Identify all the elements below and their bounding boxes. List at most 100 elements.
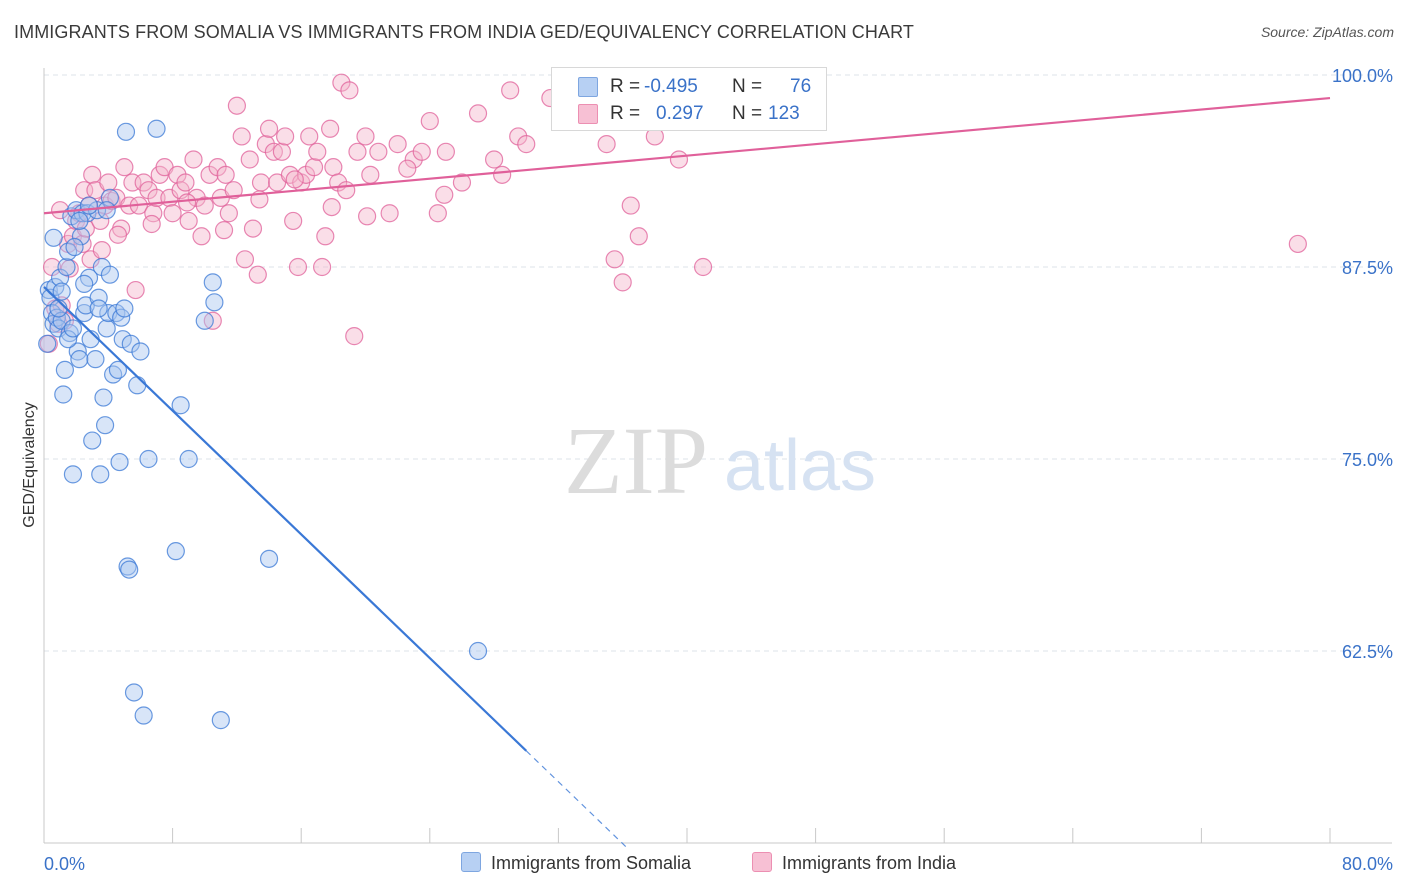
india-point bbox=[115, 158, 134, 177]
x-tick-label-max: 80.0% bbox=[1342, 854, 1393, 874]
somalia-point bbox=[134, 706, 153, 725]
india-point bbox=[285, 170, 304, 189]
somalia-point bbox=[70, 211, 89, 231]
india-point bbox=[452, 173, 472, 192]
somalia-point bbox=[75, 274, 94, 293]
somalia-trend-extension bbox=[525, 750, 630, 851]
somalia-r-value: -0.495 bbox=[644, 76, 698, 97]
n-label: N = bbox=[732, 76, 763, 97]
india-n-value: 123 bbox=[768, 103, 800, 124]
india-point bbox=[356, 127, 375, 146]
india-point bbox=[337, 181, 356, 200]
india-point bbox=[276, 127, 295, 146]
india-point bbox=[398, 159, 417, 178]
india-point bbox=[108, 225, 128, 244]
india-point bbox=[248, 265, 267, 284]
india-point bbox=[214, 221, 234, 240]
india-point bbox=[517, 135, 536, 154]
india-point bbox=[348, 142, 367, 161]
y-tick-label: 62.5% bbox=[1342, 642, 1393, 662]
somalia-point bbox=[118, 557, 137, 576]
india-point bbox=[224, 181, 243, 200]
india-point bbox=[288, 257, 308, 277]
somalia-point bbox=[166, 542, 185, 561]
india-point bbox=[345, 327, 364, 346]
y-tick-label: 87.5% bbox=[1342, 258, 1393, 278]
india-point bbox=[435, 185, 454, 204]
somalia-point bbox=[97, 319, 116, 338]
india-point bbox=[227, 96, 246, 115]
somalia-point bbox=[71, 227, 91, 246]
somalia-n-value: 76 bbox=[790, 76, 812, 97]
somalia-point bbox=[139, 449, 158, 469]
somalia-point bbox=[195, 311, 214, 330]
somalia-point bbox=[131, 342, 150, 361]
somalia-point bbox=[124, 683, 144, 702]
somalia-point bbox=[83, 431, 102, 450]
india-point bbox=[412, 142, 431, 161]
india-point bbox=[485, 150, 504, 169]
india-point bbox=[259, 119, 279, 138]
somalia-point bbox=[121, 334, 140, 353]
watermark-zip: ZIP bbox=[564, 407, 708, 514]
watermark: ZIP atlas bbox=[564, 407, 876, 514]
somalia-point bbox=[68, 342, 87, 361]
india-point bbox=[669, 150, 689, 169]
india-point bbox=[83, 165, 102, 184]
india-point bbox=[312, 257, 332, 277]
somalia-point bbox=[79, 268, 99, 287]
somalia-point bbox=[63, 319, 83, 338]
india-legend-label: Immigrants from India bbox=[782, 853, 957, 873]
india-point bbox=[232, 127, 251, 146]
india-point bbox=[597, 135, 616, 154]
tick-labels: 62.5% 75.0% 87.5% 100.0% 0.0% 80.0% bbox=[44, 66, 1393, 874]
india-point bbox=[693, 257, 713, 277]
correlation-legend: R = -0.495 N = 76 R = 0.297 N = 123 bbox=[551, 67, 827, 131]
bottom-legend-somalia: Immigrants from Somalia bbox=[461, 852, 691, 874]
india-point bbox=[219, 204, 238, 223]
source-credit: Source: ZipAtlas.com bbox=[1260, 24, 1394, 40]
india-point bbox=[316, 227, 335, 246]
india-point bbox=[163, 204, 182, 223]
somalia-point bbox=[128, 376, 147, 395]
india-point bbox=[243, 219, 263, 238]
bottom-legend-india: Immigrants from India bbox=[752, 852, 956, 874]
india-trend-line bbox=[43, 96, 1331, 215]
somalia-point bbox=[50, 268, 70, 287]
somalia-point bbox=[94, 388, 113, 407]
india-point bbox=[428, 204, 447, 223]
somalia-point bbox=[55, 360, 74, 380]
somalia-point bbox=[86, 350, 105, 369]
somalia-point bbox=[116, 122, 136, 141]
india-point bbox=[235, 250, 255, 269]
somalia-swatch bbox=[578, 77, 598, 97]
india-point bbox=[102, 191, 121, 211]
somalia-point bbox=[54, 385, 73, 404]
somalia-point bbox=[115, 299, 134, 318]
somalia-trend-line bbox=[43, 286, 528, 752]
somalia-legend-swatch bbox=[461, 852, 481, 872]
somalia-point bbox=[38, 334, 57, 353]
india-point bbox=[605, 250, 624, 269]
india-swatch bbox=[578, 104, 598, 124]
india-point bbox=[177, 193, 197, 212]
somalia-point bbox=[44, 228, 63, 247]
india-point bbox=[369, 142, 388, 161]
watermark-atlas: atlas bbox=[724, 426, 876, 506]
india-point bbox=[240, 150, 259, 169]
india-point bbox=[629, 227, 648, 246]
somalia-point bbox=[259, 549, 279, 568]
y-tick-label: 100.0% bbox=[1332, 66, 1393, 86]
x-tick-label-min: 0.0% bbox=[44, 854, 85, 874]
chart-title: IMMIGRANTS FROM SOMALIA VS IMMIGRANTS FR… bbox=[14, 22, 914, 42]
somalia-points bbox=[38, 119, 488, 730]
somalia-point bbox=[75, 303, 94, 323]
legend-row-india: R = 0.297 N = 123 bbox=[552, 101, 826, 127]
india-point bbox=[251, 173, 271, 192]
somalia-point bbox=[205, 293, 224, 312]
india-point bbox=[436, 142, 455, 161]
india-point bbox=[468, 104, 488, 123]
somalia-point bbox=[100, 265, 120, 284]
somalia-point bbox=[97, 201, 116, 220]
